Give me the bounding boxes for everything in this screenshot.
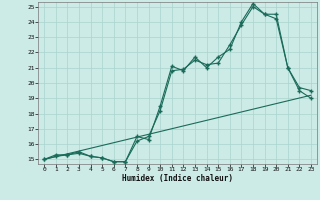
X-axis label: Humidex (Indice chaleur): Humidex (Indice chaleur)	[122, 174, 233, 183]
